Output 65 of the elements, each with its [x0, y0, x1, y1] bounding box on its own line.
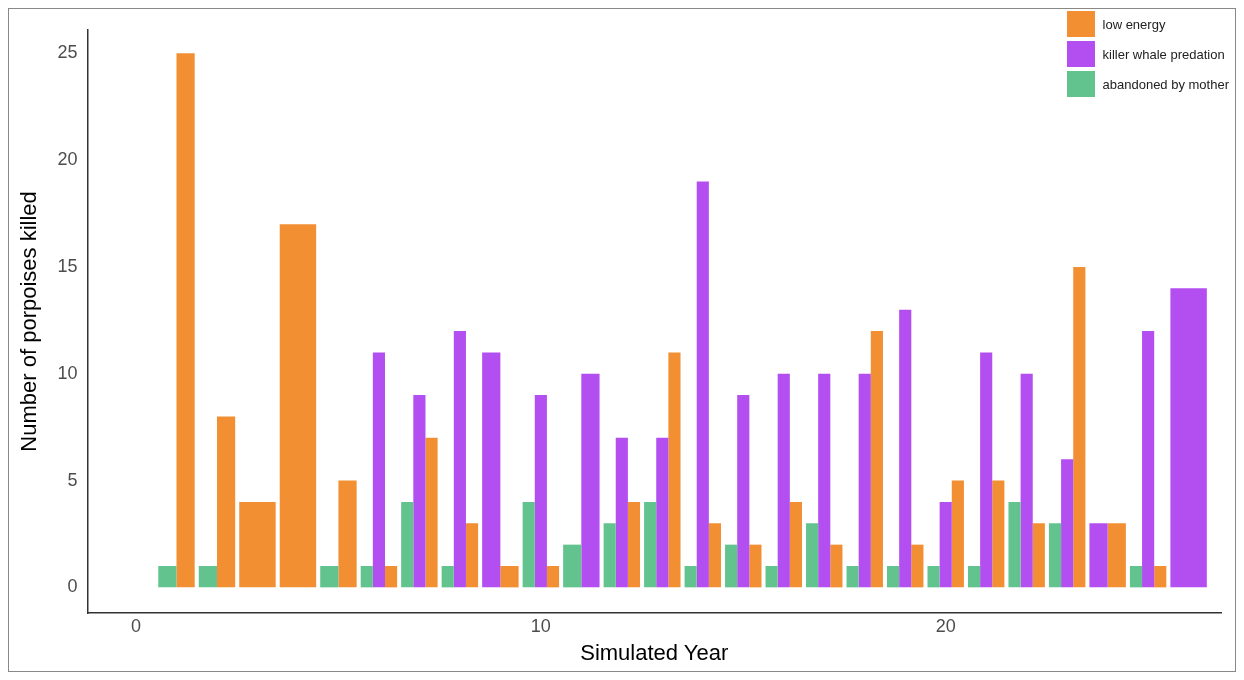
x-tick-label: 0 — [131, 615, 142, 636]
bar — [1048, 523, 1062, 588]
y-tick-label: 15 — [57, 255, 78, 276]
y-tick-label: 5 — [67, 469, 78, 490]
bar — [830, 544, 843, 588]
bar — [1129, 566, 1143, 588]
y-tick-label: 25 — [57, 42, 78, 63]
bar — [1154, 566, 1167, 588]
bar — [777, 373, 790, 588]
x-tick-label: 10 — [530, 615, 551, 636]
bar — [806, 523, 819, 588]
bar — [360, 566, 373, 588]
bar — [939, 501, 952, 588]
legend-label: low energy — [1102, 16, 1166, 32]
bar — [749, 544, 762, 588]
bar — [927, 566, 940, 588]
bar — [1032, 523, 1045, 588]
bar — [899, 309, 912, 588]
bar — [425, 437, 438, 588]
bar — [1008, 501, 1021, 588]
x-tick-label: 20 — [935, 615, 956, 636]
bar — [967, 566, 981, 588]
bar — [615, 437, 628, 588]
bar — [1142, 331, 1155, 588]
bar — [413, 395, 426, 588]
bar — [696, 181, 709, 588]
bar — [992, 480, 1005, 588]
bar — [1061, 459, 1074, 588]
bar — [765, 566, 778, 588]
bar — [384, 566, 398, 588]
bar — [546, 566, 560, 588]
bar — [656, 437, 669, 588]
bar — [401, 501, 414, 588]
bar — [846, 566, 859, 588]
bar — [627, 501, 641, 588]
bar — [870, 331, 883, 588]
bar — [534, 395, 547, 588]
y-tick-label: 10 — [57, 362, 78, 383]
legend-label: abandoned by mother — [1102, 76, 1229, 92]
bar — [372, 352, 385, 588]
legend-label: killer whale predation — [1102, 46, 1225, 62]
bar — [522, 501, 535, 588]
y-axis-title: Number of porpoises killed — [16, 191, 42, 452]
bar — [980, 352, 993, 588]
y-tick-label: 0 — [67, 576, 78, 597]
bar — [951, 480, 964, 588]
bar — [1073, 266, 1086, 588]
y-tick-label: 20 — [57, 149, 78, 170]
bar — [789, 501, 802, 588]
bar — [684, 566, 697, 588]
bar — [887, 566, 900, 588]
bar — [858, 373, 871, 588]
bar — [737, 395, 750, 588]
bar — [725, 544, 738, 588]
bar — [603, 523, 616, 588]
bar — [708, 523, 722, 588]
bar — [818, 373, 831, 588]
bar — [453, 331, 466, 588]
bar — [644, 501, 657, 588]
bar — [1020, 373, 1033, 588]
bar — [465, 523, 479, 588]
bar — [911, 544, 924, 588]
bar — [441, 566, 454, 588]
x-axis-title: Simulated Year — [580, 639, 729, 665]
bar — [668, 352, 681, 588]
